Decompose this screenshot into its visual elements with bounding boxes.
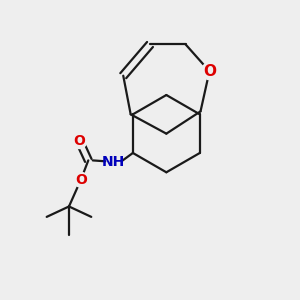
Circle shape	[72, 134, 87, 148]
Text: O: O	[203, 64, 216, 79]
Text: O: O	[74, 134, 85, 148]
Text: O: O	[75, 173, 87, 187]
Circle shape	[201, 63, 218, 80]
Circle shape	[74, 172, 88, 187]
Text: NH: NH	[102, 155, 125, 169]
